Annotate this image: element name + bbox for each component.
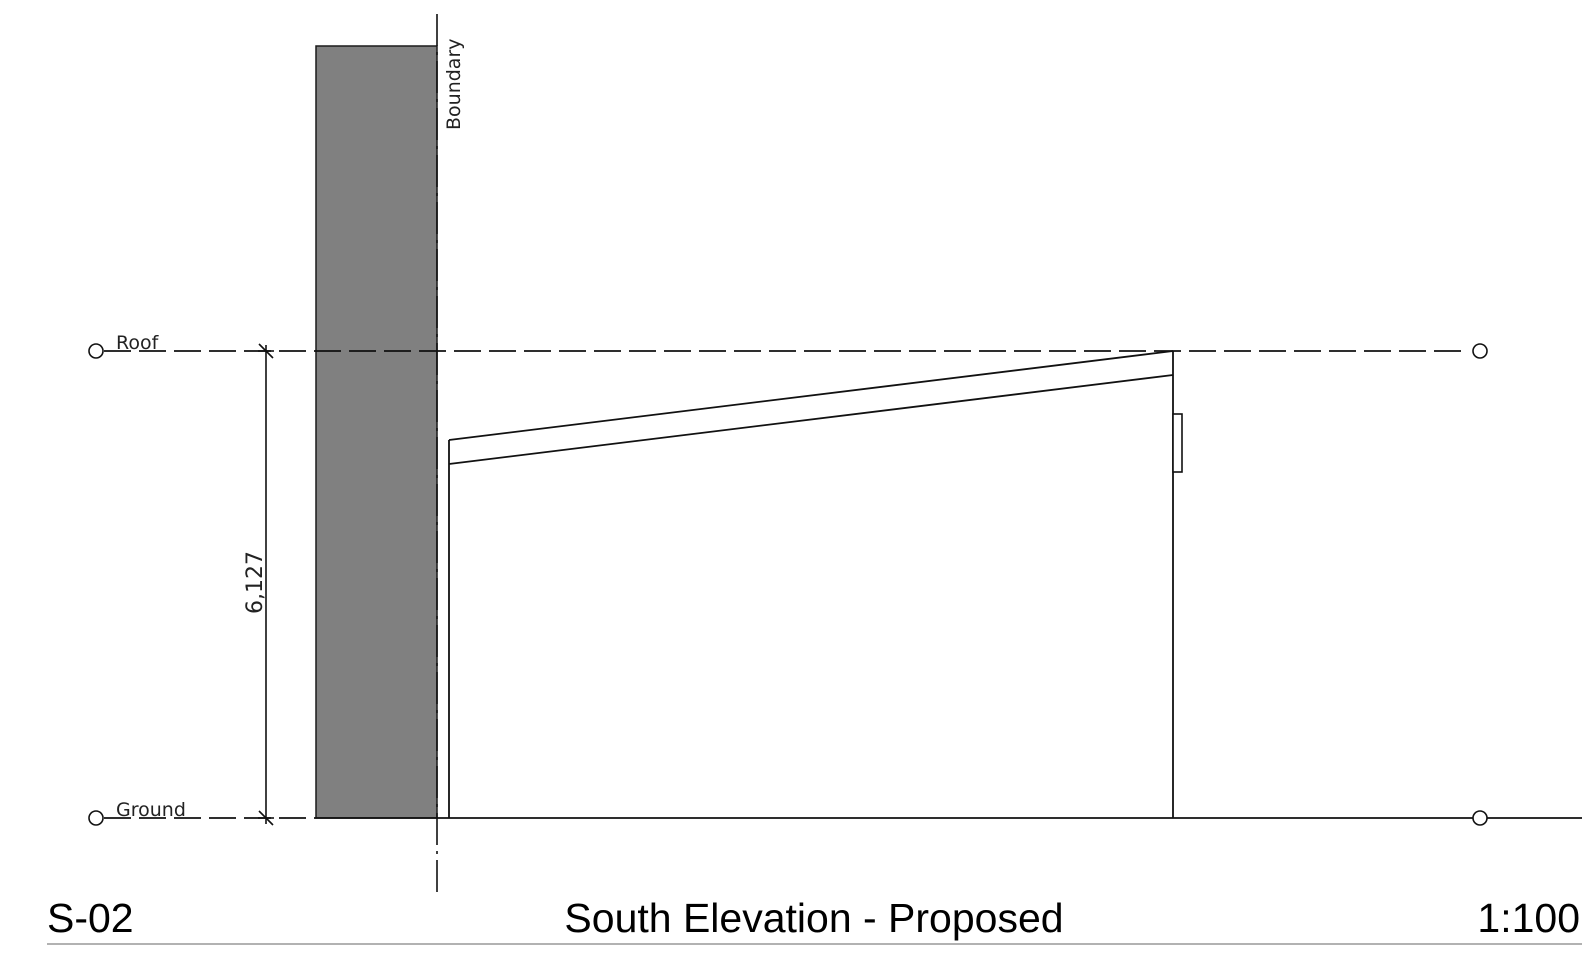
neighbour-wall (315, 45, 438, 819)
ground-level-label: Ground (116, 799, 186, 821)
proposed-building (448, 350, 1183, 818)
ground-level-marker-right (1472, 810, 1488, 826)
ground-level-marker-left (88, 810, 104, 826)
ground-level-line: Ground (88, 799, 1582, 826)
drawing-title: South Elevation - Proposed (564, 895, 1063, 941)
sheet-number: S-02 (47, 895, 134, 941)
roof-top-edge (448, 350, 1174, 441)
roof-level-marker-right (1472, 343, 1488, 359)
roof-level-marker-left (88, 343, 104, 359)
height-dimension: 6,127 (243, 343, 274, 826)
title-block: S-02 South Elevation - Proposed 1:100 (47, 895, 1582, 945)
roof-fascia-underside (448, 374, 1174, 465)
boundary-label: Boundary (443, 38, 465, 130)
wall-fixture (1172, 413, 1183, 473)
roof-level-line: Roof (88, 332, 1488, 359)
roof-level-label: Roof (116, 332, 160, 354)
height-dimension-value: 6,127 (243, 551, 268, 614)
boundary-line: Boundary (436, 14, 465, 895)
drawing-scale: 1:100 (1477, 895, 1580, 941)
